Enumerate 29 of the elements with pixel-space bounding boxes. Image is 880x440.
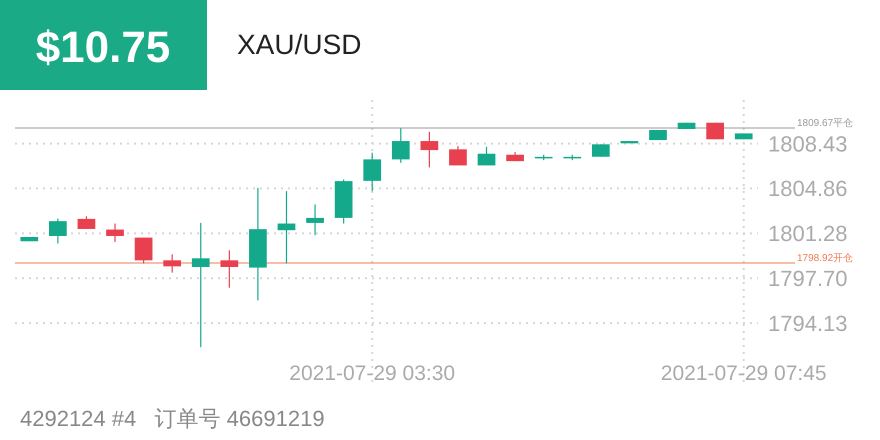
candlestick	[563, 154, 582, 161]
text: 4292124 #4 订单号 46691219	[20, 406, 325, 431]
y-tick-label: 1808.43	[768, 131, 848, 156]
y-tick-label: 1794.13	[768, 310, 848, 336]
y-tick-label: 1797.70	[768, 266, 848, 291]
y-tick-label: 1801.28	[768, 221, 848, 246]
candlestick	[478, 146, 496, 166]
ref-line-label: 1809.67平仓	[797, 117, 854, 129]
candlestick	[449, 145, 467, 166]
candlestick	[278, 190, 296, 264]
candlestick	[706, 122, 724, 140]
candlestick	[163, 254, 182, 274]
candlestick	[306, 204, 324, 236]
ref-line-label: 1798.92开仓	[797, 252, 854, 264]
candlestick	[220, 250, 238, 288]
chart-subtitle: XAU/USD	[237, 29, 362, 60]
chart-title: $10.75	[36, 23, 170, 72]
candlestick	[192, 222, 210, 348]
candlestick	[534, 154, 553, 161]
candlestick	[106, 222, 124, 243]
x-tick-label: 2021-07-29 07:45	[660, 362, 827, 385]
candlestick	[134, 237, 152, 264]
candlestick	[420, 131, 438, 168]
candlestick	[49, 218, 67, 244]
candlestick	[363, 152, 382, 192]
x-tick-label: 2021-07-29 03:30	[289, 362, 456, 385]
candlestick	[78, 216, 96, 230]
y-tick-label: 1804.86	[768, 176, 848, 202]
candlestick	[392, 128, 410, 164]
